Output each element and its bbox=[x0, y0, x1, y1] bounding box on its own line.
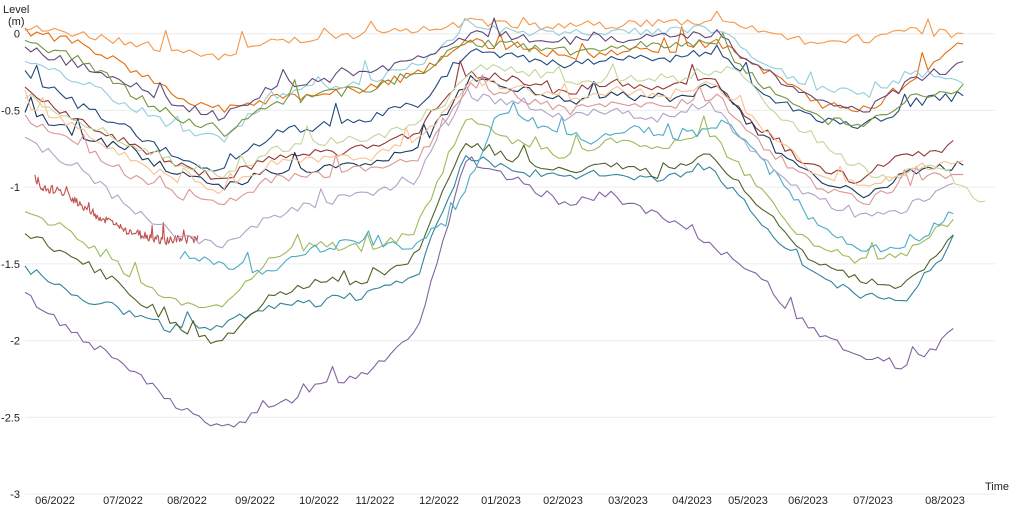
y-axis-ticks: 0 -0.5 -1 -1.5 -2 -2.5 -3 bbox=[1, 29, 20, 501]
series-line bbox=[24, 44, 964, 172]
x-axis-ticks: 06/2022 07/2022 08/2022 09/2022 10/2022 11/20… bbox=[35, 495, 965, 507]
y-tick-label: -0.5 bbox=[1, 105, 20, 117]
series-line bbox=[24, 142, 954, 344]
y-axis-title-line2: (m) bbox=[8, 16, 25, 28]
y-axis-title-line1: Level bbox=[3, 4, 29, 16]
series-line bbox=[24, 83, 954, 249]
y-tick-label: -3 bbox=[10, 489, 20, 501]
series-line bbox=[24, 156, 954, 428]
x-tick-label: 08/2022 bbox=[167, 495, 207, 507]
x-axis-title: Time bbox=[985, 481, 1009, 493]
series-line bbox=[24, 10, 964, 61]
x-tick-label: 02/2023 bbox=[543, 495, 583, 507]
series-line bbox=[24, 155, 954, 333]
x-tick-label: 06/2023 bbox=[788, 495, 828, 507]
series-line bbox=[24, 26, 964, 113]
series-line bbox=[24, 17, 964, 143]
x-tick-label: 04/2023 bbox=[672, 495, 712, 507]
series-line bbox=[34, 174, 199, 246]
gridlines bbox=[25, 33, 995, 495]
y-tick-label: -1.5 bbox=[1, 259, 20, 271]
y-tick-label: -1 bbox=[10, 182, 20, 194]
x-tick-label: 01/2023 bbox=[481, 495, 521, 507]
y-tick-label: -2.5 bbox=[1, 412, 20, 424]
series-line bbox=[24, 115, 954, 309]
x-tick-label: 07/2022 bbox=[103, 495, 143, 507]
y-tick-label: -2 bbox=[10, 336, 20, 348]
x-tick-label: 03/2023 bbox=[608, 495, 648, 507]
x-tick-label: 08/2023 bbox=[925, 495, 965, 507]
series-line bbox=[24, 74, 964, 206]
x-tick-label: 10/2022 bbox=[299, 495, 339, 507]
x-tick-label: 05/2023 bbox=[728, 495, 768, 507]
x-tick-label: 11/2022 bbox=[356, 495, 395, 507]
series-line bbox=[24, 32, 964, 137]
series-line bbox=[24, 63, 986, 203]
series-line bbox=[179, 101, 954, 275]
x-tick-label: 07/2023 bbox=[853, 495, 893, 507]
series-line bbox=[24, 75, 964, 199]
series-line bbox=[24, 76, 964, 195]
series-line bbox=[24, 17, 964, 121]
x-tick-label: 12/2022 bbox=[419, 495, 459, 507]
x-tick-label: 09/2022 bbox=[235, 495, 275, 507]
x-tick-label: 06/2022 bbox=[35, 495, 75, 507]
series-group bbox=[24, 10, 986, 428]
series-line bbox=[24, 60, 954, 185]
y-tick-label: 0 bbox=[14, 29, 20, 41]
